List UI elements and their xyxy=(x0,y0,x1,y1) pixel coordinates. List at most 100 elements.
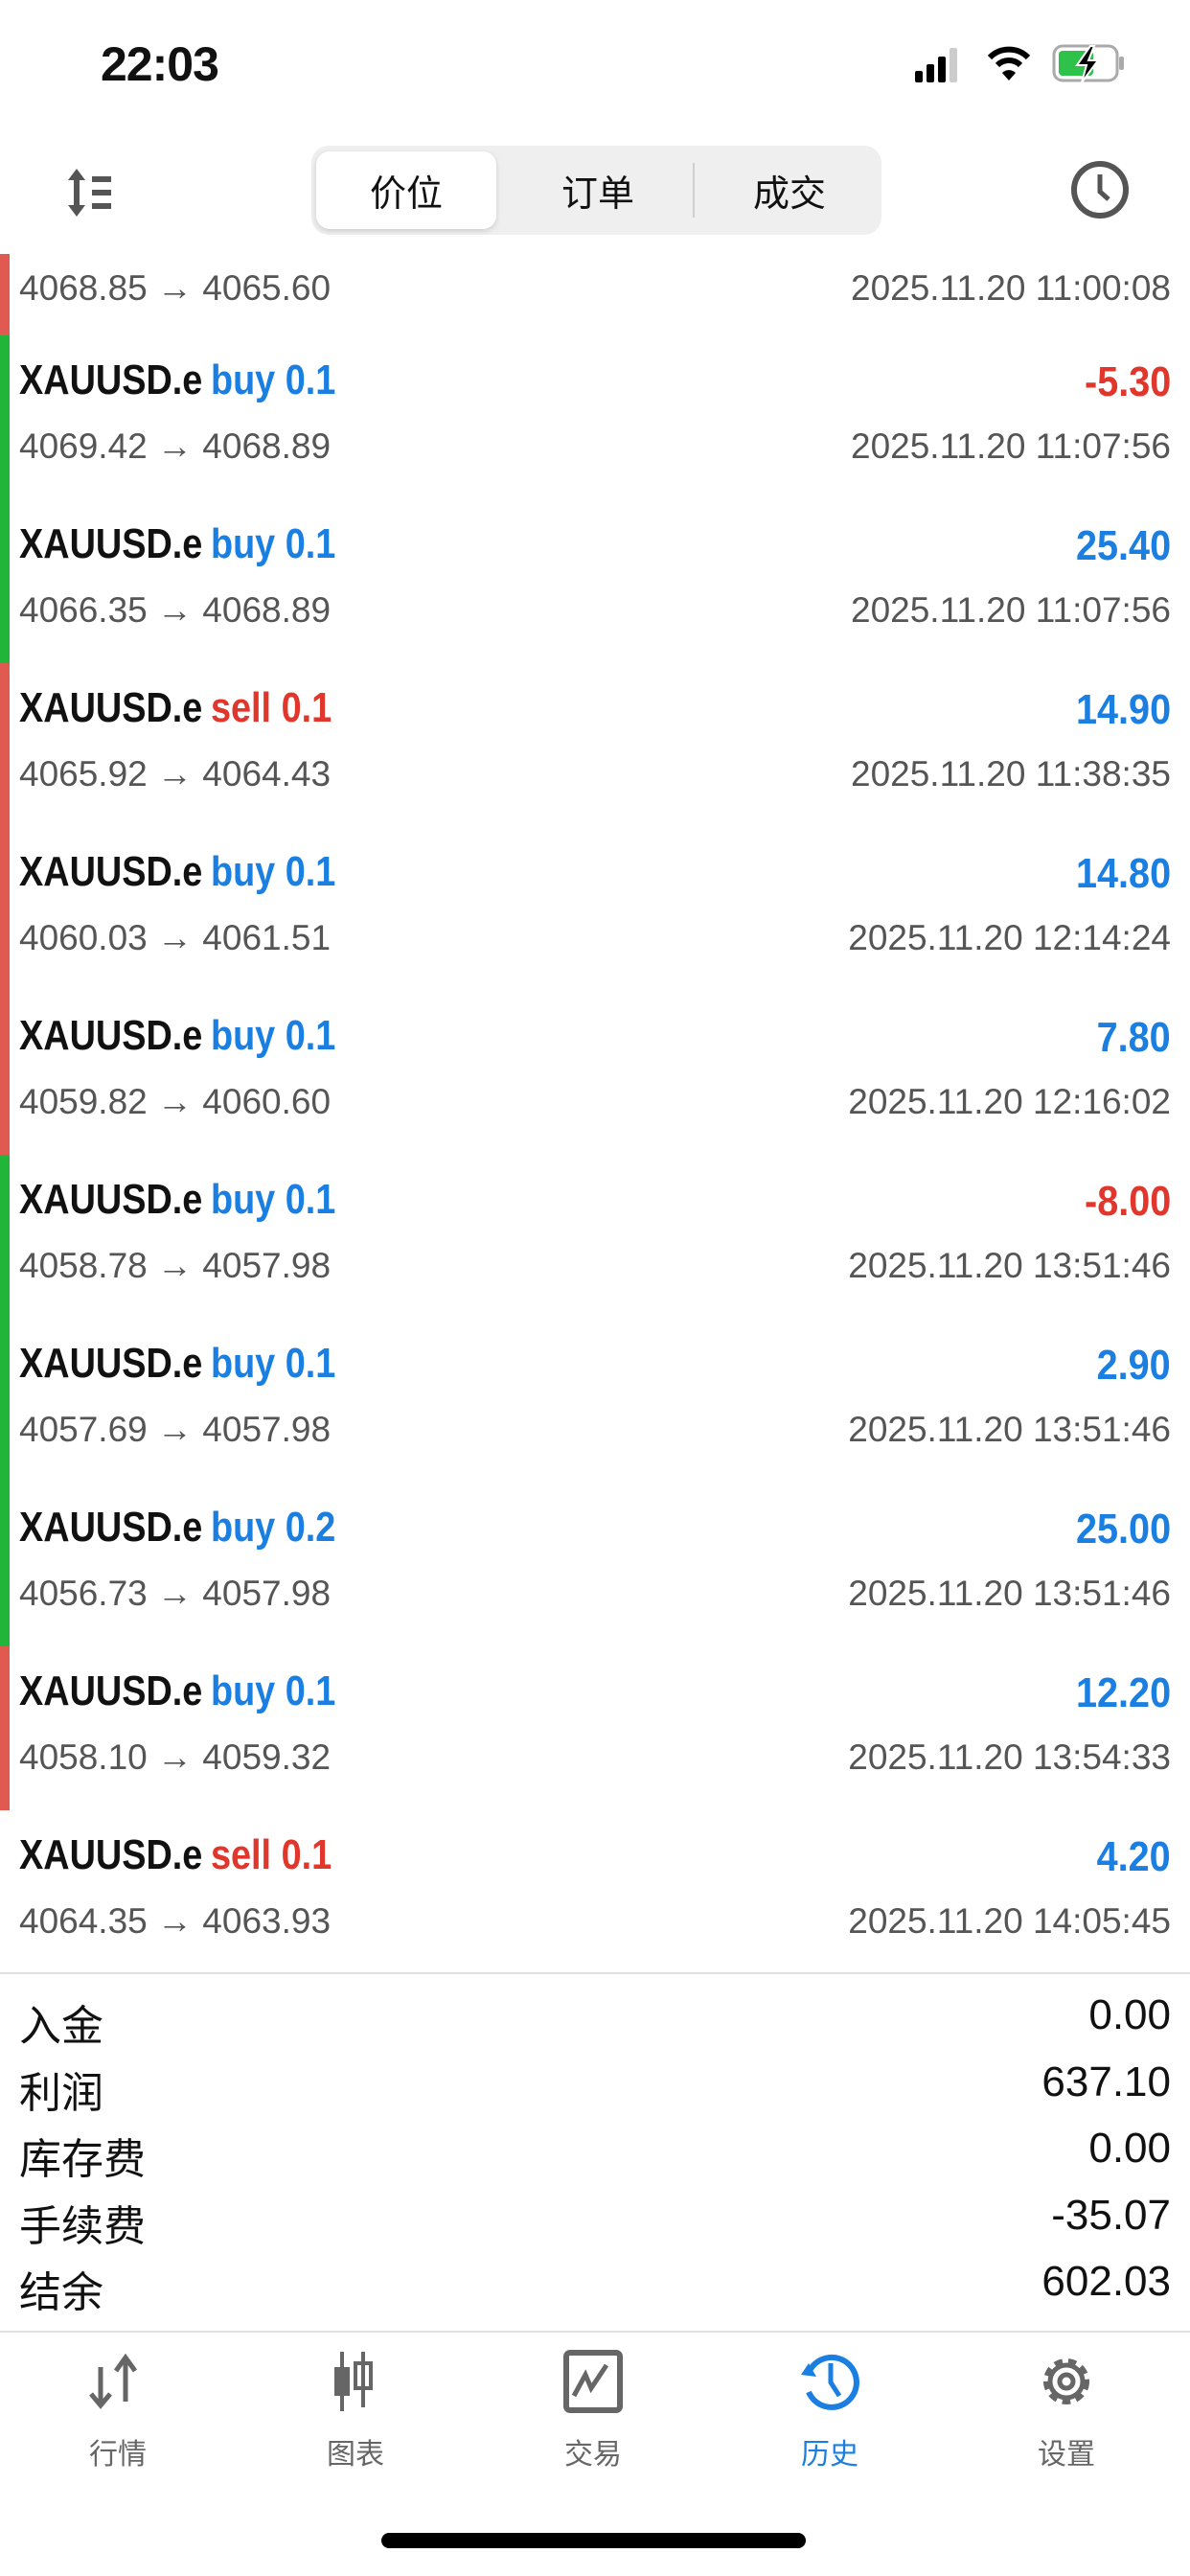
deal-side: buy 0.1 xyxy=(210,356,336,403)
deal-profit: -8.00 xyxy=(1084,1178,1171,1225)
deal-profit: 2.90 xyxy=(1096,1342,1171,1389)
deal-row[interactable]: XAUUSD.e buy 0.1 12.20 4058.10 → 4059.32 … xyxy=(0,1646,1190,1810)
summary-row: 入金 0.00 xyxy=(0,1984,1190,2051)
deal-symbol-line: XAUUSD.e buy 0.1 xyxy=(19,520,335,568)
summary-row: 利润 637.10 xyxy=(0,2051,1190,2118)
deal-row[interactable]: XAUUSD.e sell 0.1 14.90 4065.92 → 4064.43… xyxy=(0,663,1190,827)
row-indicator-bar xyxy=(0,991,10,1155)
tab-label: 设置 xyxy=(1038,2439,1095,2471)
deal-symbol: XAUUSD.e xyxy=(19,1012,203,1059)
segment-orders[interactable]: 订单 xyxy=(561,174,634,215)
deal-side: buy 0.1 xyxy=(210,520,336,567)
summary-value: 602.03 xyxy=(1041,2258,1171,2305)
home-indicator[interactable] xyxy=(381,2533,806,2548)
deal-prices: 4069.42 → 4068.89 xyxy=(19,426,332,466)
deal-symbol: XAUUSD.e xyxy=(19,1176,203,1223)
deal-time: 2025.11.20 12:16:02 xyxy=(848,1082,1171,1121)
clock-icon[interactable] xyxy=(1068,158,1132,221)
deal-row[interactable]: XAUUSD.e buy 0.1 -8.00 4058.78 → 4057.98 … xyxy=(0,1155,1190,1319)
deal-row[interactable]: XAUUSD.e sell 0.1 4.20 4064.35 → 4063.93 … xyxy=(0,1810,1190,1974)
tab-quotes-arrows[interactable]: 行情 xyxy=(22,2348,214,2472)
tab-label: 图表 xyxy=(327,2439,384,2471)
summary-row: 结余 602.03 xyxy=(0,2250,1190,2317)
deal-row[interactable]: XAUUSD.e buy 0.1 25.40 4066.35 → 4068.89 … xyxy=(0,499,1190,663)
tab-trade-chart[interactable]: 交易 xyxy=(497,2348,689,2472)
wifi-icon xyxy=(987,46,1031,80)
deal-symbol-line: XAUUSD.e buy 0.1 xyxy=(19,1668,335,1715)
deal-profit: 7.80 xyxy=(1096,1014,1171,1061)
deal-prices: 4068.85 → 4065.60 xyxy=(19,268,332,308)
deal-side: buy 0.1 xyxy=(210,1176,336,1223)
deal-symbol-line: XAUUSD.e buy 0.1 xyxy=(19,356,335,404)
battery-charging-icon xyxy=(1052,44,1124,82)
deal-profit: 25.40 xyxy=(1075,522,1171,569)
row-indicator-bar xyxy=(0,1319,10,1483)
row-indicator-bar xyxy=(0,1646,10,1810)
tab-label: 行情 xyxy=(89,2439,147,2471)
deal-symbol-line: XAUUSD.e sell 0.1 xyxy=(19,684,332,732)
deal-row[interactable]: XAUUSD.e buy 0.1 -5.30 4069.42 → 4068.89 … xyxy=(0,335,1190,499)
summary-label: 库存费 xyxy=(19,2136,146,2183)
deal-prices: 4056.73 → 4057.98 xyxy=(19,1574,332,1613)
deal-symbol: XAUUSD.e xyxy=(19,1831,203,1878)
deal-profit: 4.20 xyxy=(1096,1833,1171,1880)
deal-prices: 4058.78 → 4057.98 xyxy=(19,1246,332,1285)
tab-label: 历史 xyxy=(801,2439,858,2471)
row-indicator-bar xyxy=(0,1483,10,1646)
deal-symbol-line: XAUUSD.e buy 0.1 xyxy=(19,1012,335,1060)
row-indicator-bar xyxy=(0,254,10,335)
deal-row-partial[interactable]: 4068.85 → 4065.60 2025.11.20 11:00:08 xyxy=(0,254,1190,335)
deal-symbol: XAUUSD.e xyxy=(19,1668,203,1714)
segment-deals[interactable]: 成交 xyxy=(752,174,826,215)
candlestick-chart-icon xyxy=(334,2352,373,2411)
deal-row[interactable]: XAUUSD.e buy 0.2 25.00 4056.73 → 4057.98 … xyxy=(0,1483,1190,1646)
status-time: 22:03 xyxy=(101,37,219,91)
summary-row: 手续费 -35.07 xyxy=(0,2184,1190,2251)
deal-side: buy 0.1 xyxy=(210,1012,336,1059)
deal-time: 2025.11.20 13:51:46 xyxy=(848,1574,1171,1613)
deal-symbol-line: XAUUSD.e sell 0.1 xyxy=(19,1831,332,1879)
deal-prices: 4059.82 → 4060.60 xyxy=(19,1082,332,1121)
row-indicator-bar xyxy=(0,1155,10,1319)
gear-icon xyxy=(1043,2358,1089,2404)
deal-profit: 14.90 xyxy=(1075,686,1171,733)
deal-side: buy 0.1 xyxy=(210,1668,336,1714)
deal-prices: 4057.69 → 4057.98 xyxy=(19,1410,332,1449)
tab-history[interactable]: 历史 xyxy=(734,2348,926,2472)
summary-value: 637.10 xyxy=(1041,2058,1171,2105)
deal-row[interactable]: XAUUSD.e buy 0.1 14.80 4060.03 → 4061.51 … xyxy=(0,827,1190,991)
deal-symbol: XAUUSD.e xyxy=(19,1504,203,1551)
signal-icon xyxy=(915,48,957,82)
deal-side: sell 0.1 xyxy=(210,1831,332,1878)
tabbar-divider xyxy=(0,2331,1190,2333)
sort-icon[interactable] xyxy=(63,165,119,220)
divider xyxy=(0,1972,1190,1974)
deal-time: 2025.11.20 11:07:56 xyxy=(851,426,1171,466)
tab-gear[interactable]: 设置 xyxy=(971,2348,1162,2472)
deal-symbol-line: XAUUSD.e buy 0.1 xyxy=(19,1340,335,1388)
segment-price[interactable]: 价位 xyxy=(316,151,496,229)
summary-label: 结余 xyxy=(19,2269,103,2316)
deal-prices: 4060.03 → 4061.51 xyxy=(19,918,332,957)
deal-side: buy 0.1 xyxy=(210,1340,336,1387)
segment-divider xyxy=(693,163,695,218)
deal-symbol: XAUUSD.e xyxy=(19,848,203,895)
summary-row: 库存费 0.00 xyxy=(0,2117,1190,2184)
deal-symbol: XAUUSD.e xyxy=(19,520,203,567)
deal-time: 2025.11.20 11:00:08 xyxy=(851,268,1171,308)
deal-row[interactable]: XAUUSD.e buy 0.1 7.80 4059.82 → 4060.60 2… xyxy=(0,991,1190,1155)
quotes-arrows-icon xyxy=(89,2353,138,2409)
deal-row[interactable]: XAUUSD.e buy 0.1 2.90 4057.69 → 4057.98 2… xyxy=(0,1319,1190,1483)
deal-side: buy 0.2 xyxy=(210,1504,336,1551)
row-indicator-bar xyxy=(0,499,10,663)
row-indicator-bar xyxy=(0,663,10,827)
row-indicator-bar xyxy=(0,335,10,499)
deal-side: sell 0.1 xyxy=(210,684,332,731)
row-indicator-bar xyxy=(0,1810,10,1974)
deal-time: 2025.11.20 14:05:45 xyxy=(848,1901,1171,1941)
segmented-control: 价位 订单 成交 xyxy=(311,146,881,235)
deal-time: 2025.11.20 13:54:33 xyxy=(848,1737,1171,1777)
deal-symbol-line: XAUUSD.e buy 0.2 xyxy=(19,1504,335,1552)
tab-candlestick-chart[interactable]: 图表 xyxy=(260,2348,451,2472)
deal-time: 2025.11.20 11:38:35 xyxy=(851,754,1171,794)
